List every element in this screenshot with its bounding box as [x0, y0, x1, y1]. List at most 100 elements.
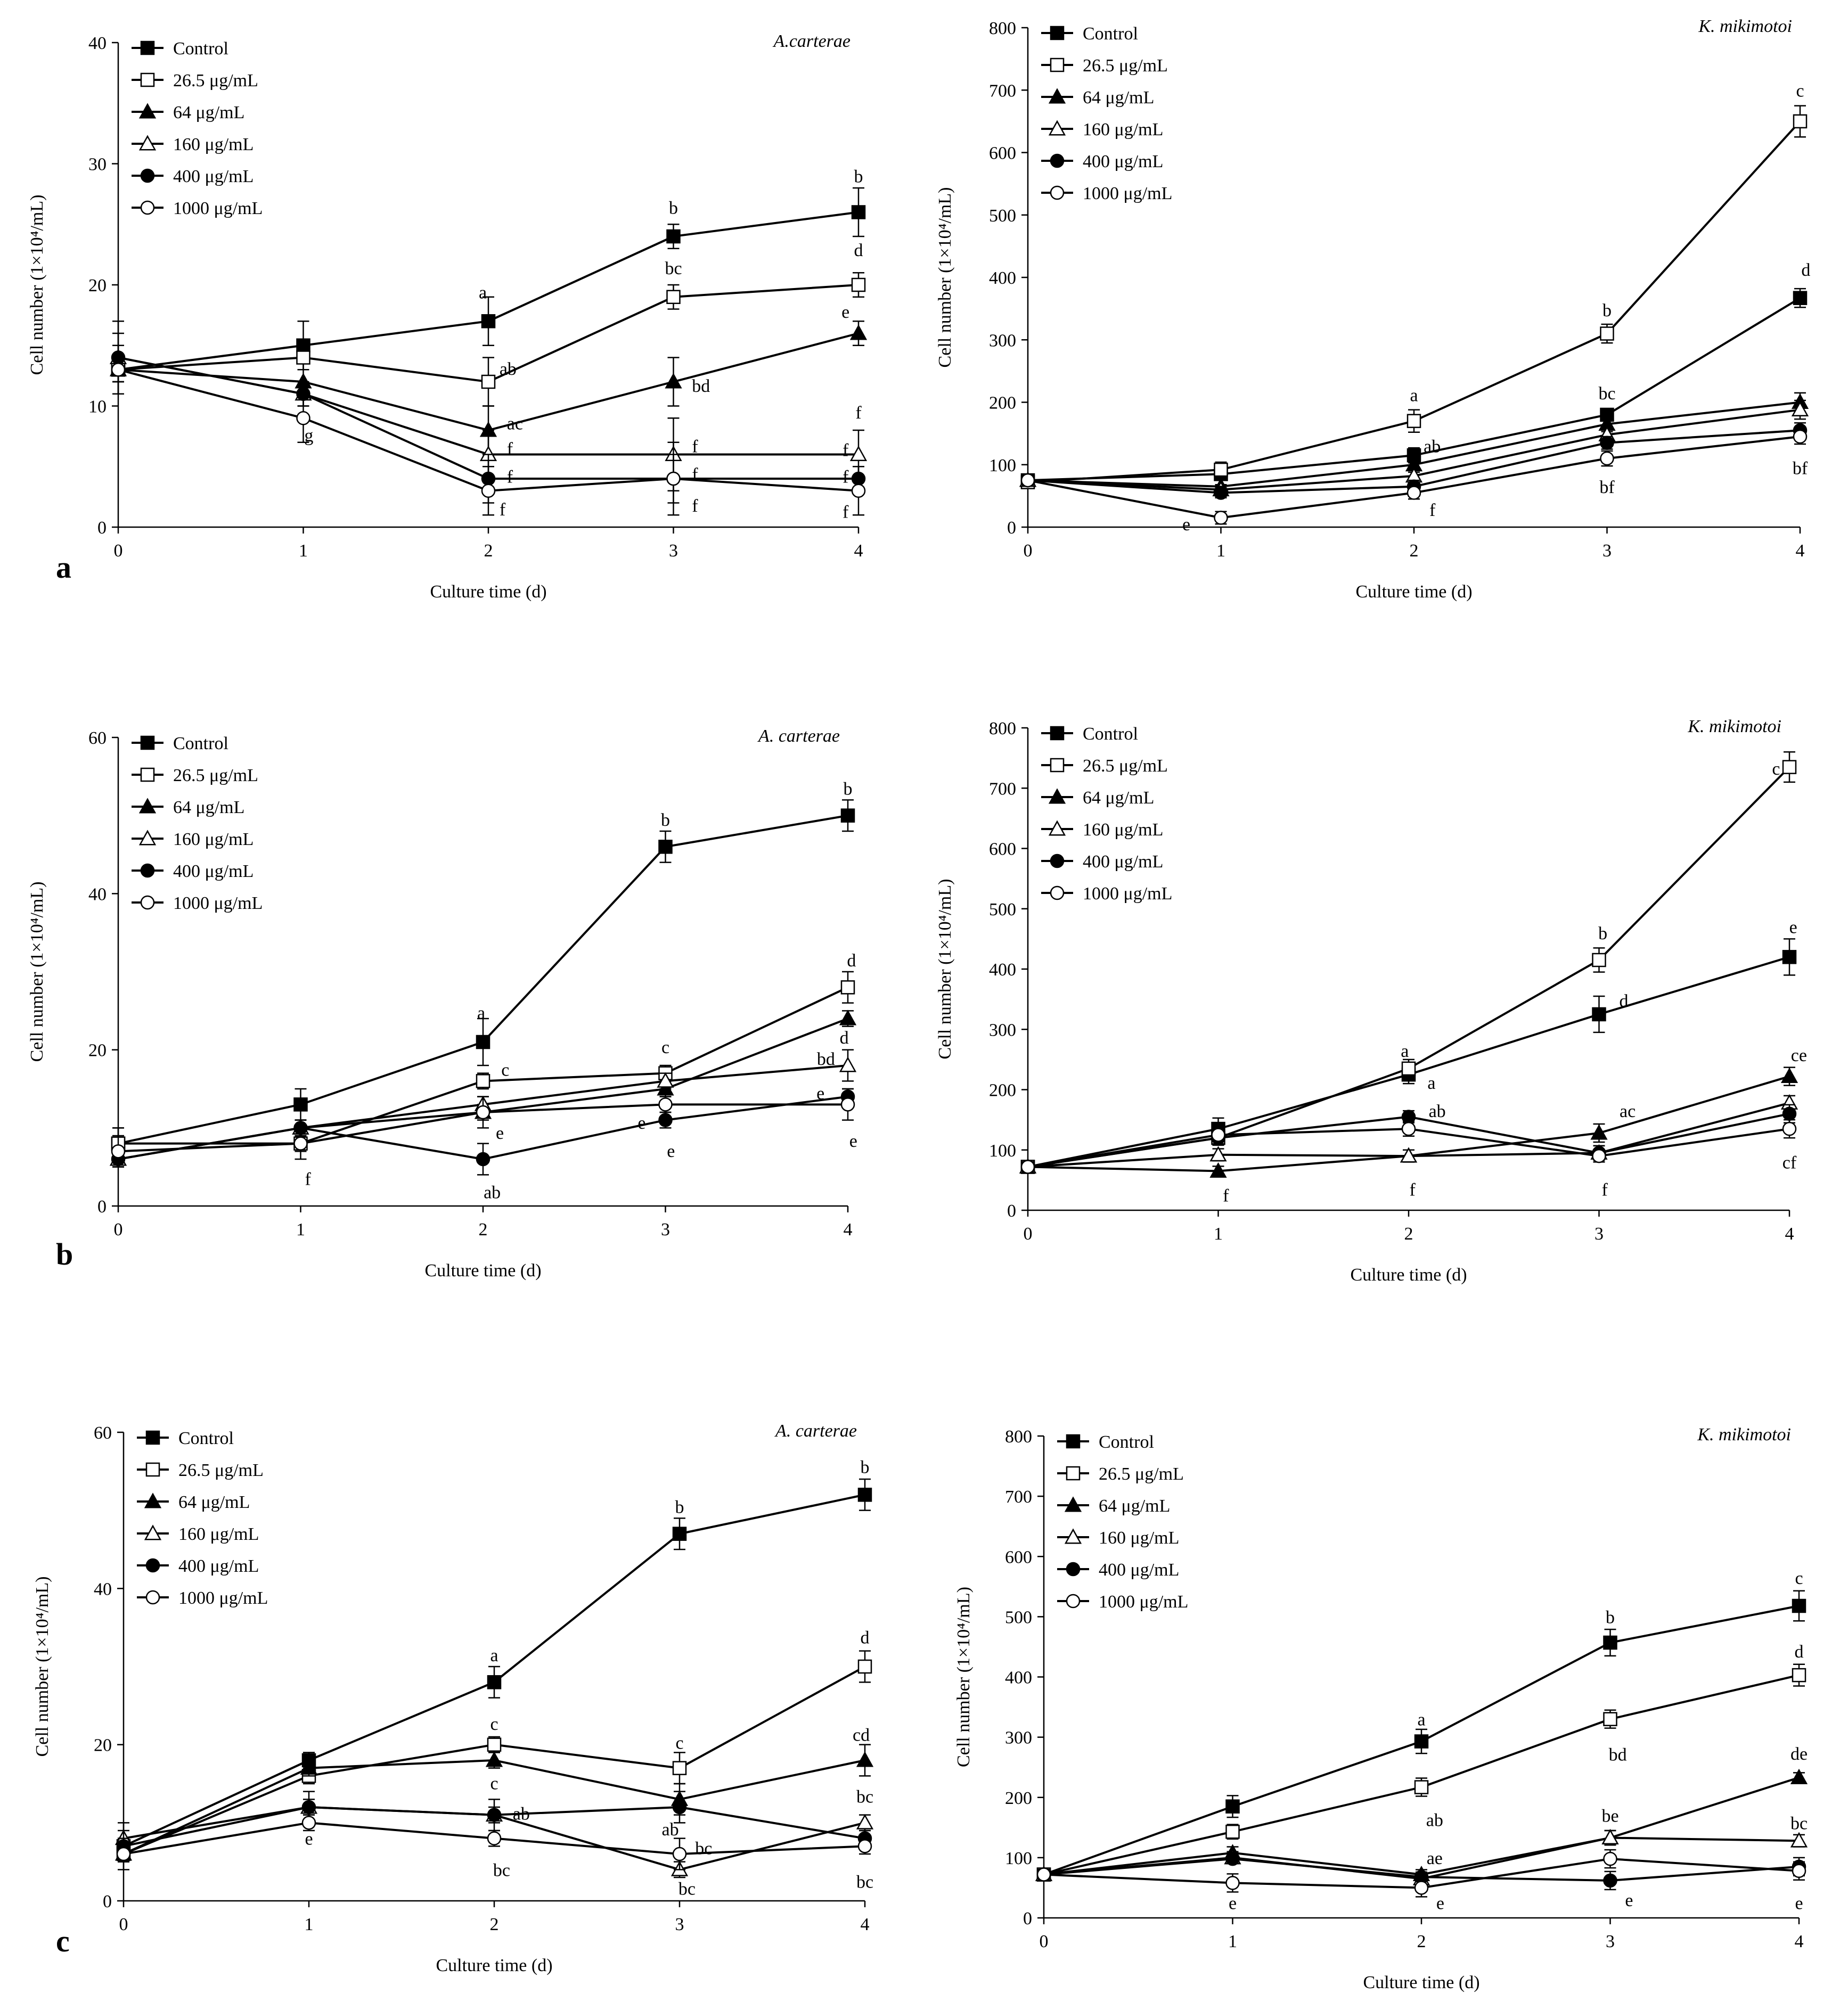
significance-label: e [841, 302, 849, 322]
x-axis-title: Culture time (d) [1355, 582, 1472, 602]
significance-label: b [854, 167, 863, 186]
significance-label: f [855, 403, 862, 423]
x-tick-label: 3 [675, 1915, 684, 1934]
data-point [1020, 473, 1035, 488]
data-point [1782, 950, 1797, 964]
y-tick-label: 600 [1005, 1547, 1032, 1567]
data-point [300, 1759, 318, 1775]
significance-label: ab [1426, 1811, 1443, 1831]
significance-label: a [1417, 1710, 1425, 1730]
data-point [857, 1659, 872, 1674]
significance-label: f [843, 467, 849, 487]
legend-marker [144, 1524, 162, 1540]
legend-label: 160 μg/mL [173, 830, 254, 849]
series-5 [111, 344, 866, 516]
data-point [293, 1136, 308, 1151]
data-point [1790, 1832, 1808, 1848]
series-0 [1036, 1590, 1806, 1882]
legend-marker [1050, 885, 1065, 900]
significance-label: f [692, 465, 698, 485]
significance-label: a [1410, 385, 1418, 405]
significance-label: f [1602, 1180, 1608, 1200]
legend-label: 64 μg/mL [173, 103, 244, 122]
series-5 [1036, 1849, 1806, 1898]
x-axis-title: Culture time (d) [424, 1261, 541, 1281]
significance-label: f [500, 500, 506, 520]
significance-label: d [1619, 991, 1628, 1011]
significance-label: b [1602, 301, 1612, 321]
y-tick-label: 300 [989, 331, 1016, 350]
data-point [1225, 1799, 1240, 1814]
data-point [672, 1800, 687, 1815]
x-tick-label: 2 [1410, 541, 1419, 561]
x-tick-label: 0 [1024, 1224, 1033, 1244]
legend-marker [1048, 820, 1066, 836]
legend-label: 64 μg/mL [1083, 788, 1154, 808]
y-tick-label: 0 [97, 1197, 107, 1217]
significance-label: d [847, 951, 856, 971]
data-point [487, 1737, 502, 1752]
significance-label: d [840, 1028, 849, 1048]
legend-marker [1050, 854, 1065, 868]
significance-label: b [661, 810, 670, 830]
legend-marker [145, 1558, 160, 1573]
data-point [839, 1010, 857, 1025]
y-tick-label: 400 [989, 960, 1016, 980]
significance-label: bc [493, 1860, 510, 1880]
y-tick-label: 300 [1005, 1728, 1032, 1748]
legend-label: 26.5 μg/mL [1083, 756, 1168, 776]
legend-label: 160 μg/mL [173, 135, 254, 154]
x-tick-label: 0 [114, 1220, 123, 1240]
data-point [1036, 1867, 1051, 1882]
x-tick-label: 2 [484, 541, 493, 561]
data-point [487, 1831, 502, 1845]
x-tick-label: 1 [296, 1220, 305, 1240]
data-point [1407, 486, 1421, 500]
significance-label: ab [484, 1183, 501, 1203]
significance-label: ac [1620, 1102, 1636, 1121]
significance-label: f [305, 1170, 312, 1189]
series-0 [116, 1478, 872, 1855]
significance-label: e [1436, 1894, 1444, 1914]
data-point [1790, 1768, 1808, 1784]
significance-label: f [1429, 501, 1436, 520]
significance-label: d [854, 241, 863, 260]
data-point [1414, 1780, 1429, 1794]
data-point [487, 1675, 502, 1689]
chart-3: 0 100 200 300 400 500 600 700 800 0 1 2 3 4 Culture ti… [935, 717, 1807, 1285]
significance-label: a [490, 1646, 498, 1666]
significance-label: a [477, 1003, 485, 1023]
significance-label: e [816, 1084, 824, 1103]
x-tick-label: 4 [1795, 1932, 1804, 1951]
legend-marker [145, 1590, 160, 1605]
y-tick-label: 0 [103, 1892, 112, 1911]
y-tick-label: 600 [989, 144, 1016, 163]
series-line [1043, 1674, 1800, 1876]
data-point [1414, 1734, 1429, 1749]
y-axis-title: Cell number (1×10⁴/mL) [27, 195, 47, 375]
legend-label: Control [173, 39, 228, 59]
series-4 [1020, 1104, 1797, 1174]
legend-marker [140, 200, 155, 215]
y-tick-label: 300 [989, 1020, 1016, 1040]
significance-label: ab [513, 1804, 530, 1824]
data-point [481, 374, 496, 389]
data-point [840, 1097, 855, 1112]
data-point [657, 1072, 674, 1088]
legend-marker [140, 40, 155, 55]
data-point [1400, 1147, 1418, 1163]
data-point [1782, 1106, 1797, 1121]
data-point [476, 1105, 490, 1120]
data-point [658, 840, 673, 854]
data-point [1793, 114, 1808, 129]
x-tick-label: 0 [114, 541, 123, 561]
legend-marker [144, 1492, 162, 1508]
data-point [1211, 1128, 1225, 1142]
data-point [481, 314, 496, 329]
significance-label: bd [692, 376, 710, 396]
legend-label: 64 μg/mL [178, 1492, 250, 1512]
data-point [672, 1847, 687, 1861]
significance-label: bc [1790, 1814, 1808, 1833]
x-axis-title: Culture time (d) [1363, 1973, 1479, 1992]
significance-label: f [507, 467, 513, 487]
